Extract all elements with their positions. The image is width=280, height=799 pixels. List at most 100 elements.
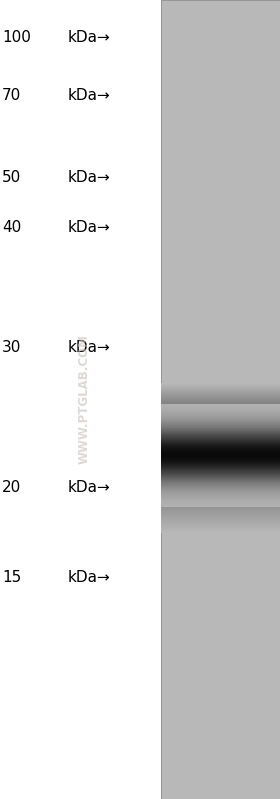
Bar bbox=[161, 449, 280, 450]
Bar bbox=[161, 411, 280, 412]
Bar bbox=[161, 399, 280, 400]
Bar bbox=[161, 425, 280, 426]
Bar bbox=[161, 484, 280, 485]
Bar bbox=[161, 390, 280, 392]
Bar bbox=[161, 444, 280, 445]
Bar bbox=[161, 413, 280, 415]
Bar bbox=[161, 462, 280, 463]
Bar bbox=[161, 451, 280, 453]
Bar bbox=[161, 510, 280, 511]
Bar bbox=[161, 451, 280, 452]
Bar bbox=[161, 442, 280, 443]
Bar bbox=[161, 501, 280, 502]
Bar bbox=[161, 491, 280, 492]
Bar bbox=[161, 400, 280, 401]
Bar bbox=[161, 387, 280, 388]
Bar bbox=[161, 398, 280, 399]
Bar bbox=[161, 477, 280, 479]
Bar bbox=[161, 401, 280, 402]
Bar bbox=[161, 405, 280, 406]
Bar bbox=[161, 525, 280, 527]
Bar bbox=[161, 447, 280, 448]
Bar bbox=[161, 531, 280, 532]
Bar bbox=[161, 484, 280, 486]
Bar bbox=[161, 462, 280, 463]
Bar bbox=[161, 526, 280, 527]
Bar bbox=[161, 385, 280, 386]
Bar bbox=[161, 486, 280, 487]
Bar bbox=[161, 448, 280, 449]
Bar bbox=[161, 529, 280, 530]
Bar bbox=[161, 399, 280, 400]
Bar bbox=[161, 396, 280, 397]
Bar bbox=[161, 474, 280, 475]
Bar bbox=[161, 469, 280, 471]
Bar bbox=[161, 453, 280, 454]
Bar bbox=[161, 463, 280, 465]
Bar bbox=[161, 492, 280, 494]
Bar bbox=[161, 480, 280, 481]
Bar bbox=[161, 423, 280, 424]
Bar bbox=[161, 504, 280, 506]
Bar bbox=[161, 515, 280, 516]
Bar bbox=[161, 419, 280, 421]
Bar bbox=[161, 454, 280, 455]
Bar bbox=[161, 448, 280, 450]
Bar bbox=[161, 468, 280, 469]
Bar bbox=[161, 440, 280, 442]
Bar bbox=[161, 482, 280, 483]
Bar bbox=[161, 389, 280, 390]
Bar bbox=[161, 443, 280, 444]
Bar bbox=[161, 440, 280, 441]
Bar bbox=[161, 469, 280, 470]
Bar bbox=[161, 479, 280, 480]
Text: 70: 70 bbox=[2, 88, 21, 102]
Bar bbox=[161, 489, 280, 490]
Bar bbox=[161, 422, 280, 423]
Bar bbox=[161, 431, 280, 432]
Bar bbox=[161, 483, 280, 484]
Bar bbox=[161, 503, 280, 504]
Bar bbox=[161, 467, 280, 468]
Bar bbox=[161, 429, 280, 430]
Bar bbox=[161, 487, 280, 488]
Bar bbox=[161, 390, 280, 391]
Bar bbox=[161, 494, 280, 495]
Text: 20: 20 bbox=[2, 480, 21, 495]
Text: 40: 40 bbox=[2, 221, 21, 236]
Bar bbox=[161, 433, 280, 435]
Bar bbox=[161, 512, 280, 514]
Bar bbox=[161, 482, 280, 483]
Bar bbox=[161, 502, 280, 503]
Bar bbox=[161, 403, 280, 404]
Bar bbox=[161, 384, 280, 386]
Bar bbox=[161, 473, 280, 474]
Bar bbox=[161, 392, 280, 393]
Bar bbox=[161, 419, 280, 420]
Bar bbox=[161, 438, 280, 439]
Bar bbox=[161, 432, 280, 433]
Bar bbox=[161, 493, 280, 494]
Bar bbox=[161, 472, 280, 474]
Bar bbox=[161, 530, 280, 531]
Bar bbox=[161, 487, 280, 489]
Bar bbox=[161, 397, 280, 398]
Bar bbox=[161, 410, 280, 411]
Bar bbox=[161, 420, 280, 421]
Bar bbox=[161, 483, 280, 484]
Bar bbox=[161, 470, 280, 471]
Bar bbox=[161, 406, 280, 407]
Bar bbox=[161, 426, 280, 427]
Bar bbox=[161, 488, 280, 489]
Bar bbox=[161, 408, 280, 409]
Bar bbox=[161, 498, 280, 499]
Text: kDa→: kDa→ bbox=[68, 570, 111, 586]
Bar bbox=[161, 507, 280, 508]
Text: kDa→: kDa→ bbox=[68, 170, 111, 185]
Text: kDa→: kDa→ bbox=[68, 88, 111, 102]
Bar bbox=[161, 479, 280, 480]
Bar bbox=[161, 428, 280, 429]
Bar bbox=[161, 386, 280, 387]
Bar bbox=[161, 400, 280, 401]
Bar bbox=[161, 511, 280, 512]
